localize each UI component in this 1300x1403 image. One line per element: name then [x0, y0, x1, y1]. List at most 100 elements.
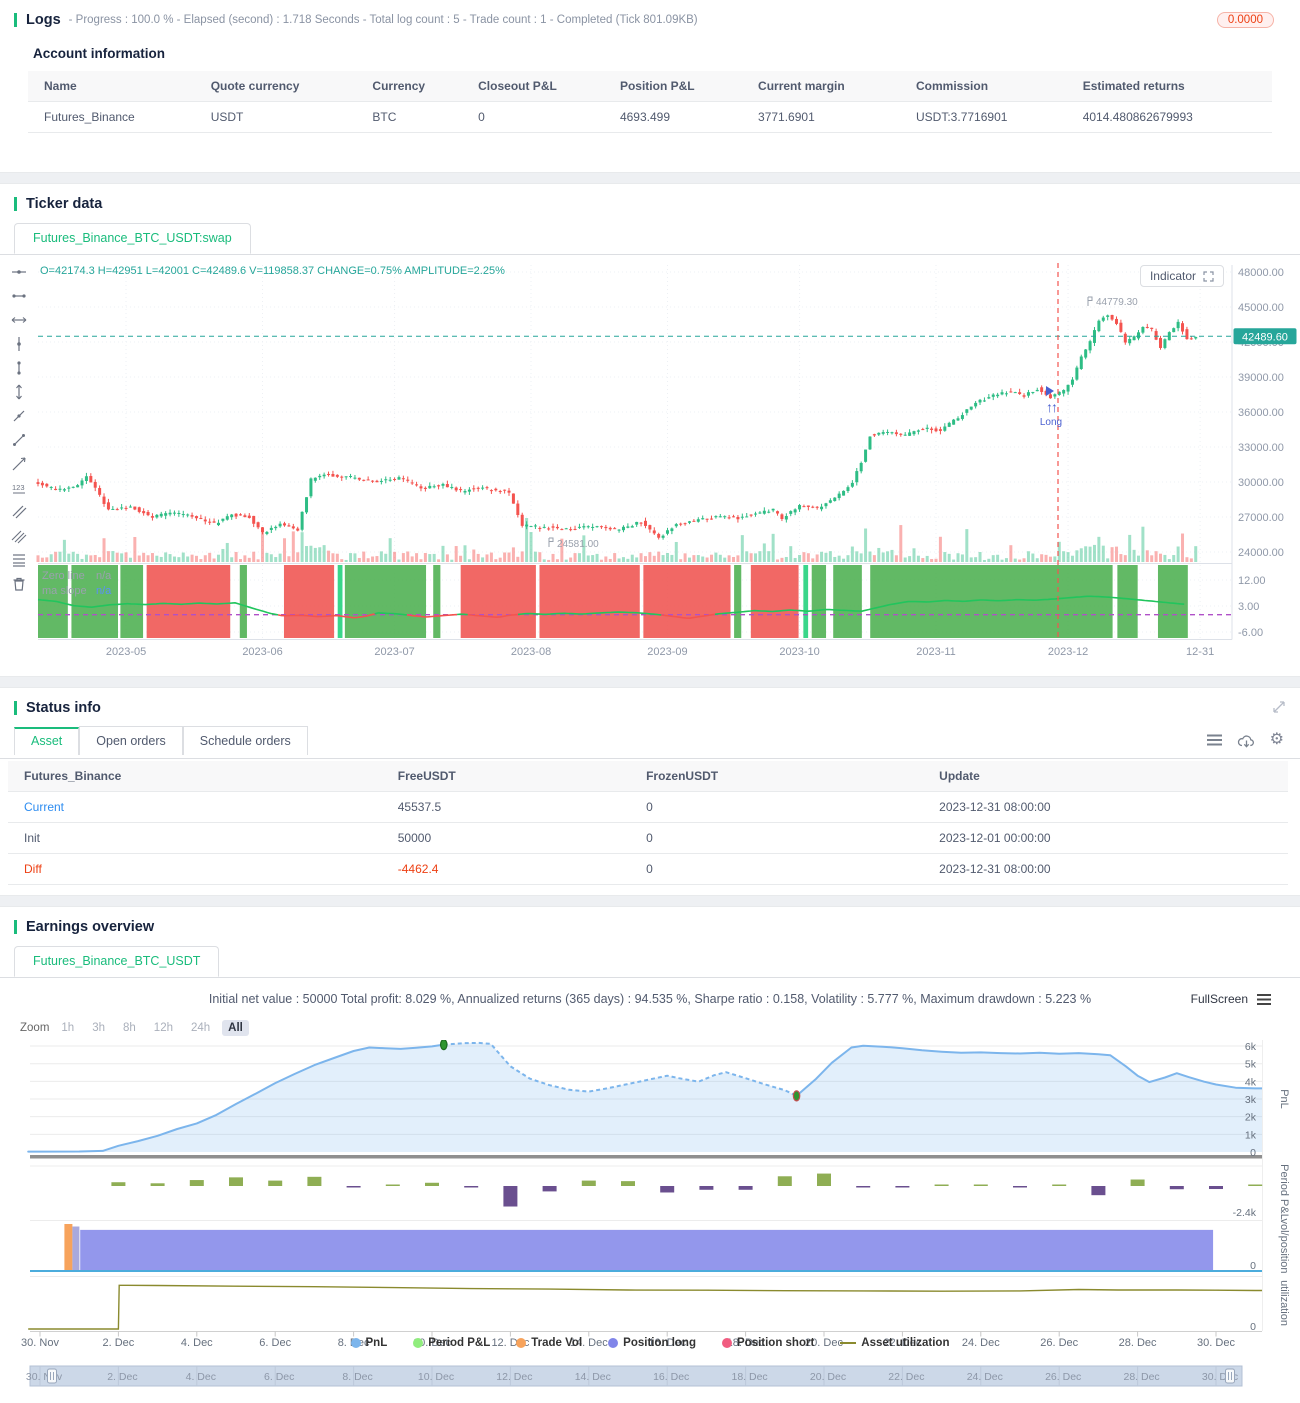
- cloud-download-icon[interactable]: [1237, 733, 1256, 748]
- table-row[interactable]: Current 45537.5 0 2023-12-31 08:00:00: [8, 791, 1288, 823]
- svg-text:28. Dec: 28. Dec: [1124, 1371, 1160, 1383]
- ohlc-readout: O=42174.3 H=42951 L=42001 C=42489.6 V=11…: [40, 265, 505, 277]
- trend-segment-tool-icon[interactable]: [10, 431, 28, 449]
- zoom-option-12h[interactable]: 12h: [153, 1022, 173, 1034]
- ticker-header: Ticker data: [14, 184, 1300, 212]
- earnings-chart-svg[interactable]: 30. Nov 2. Dec 4. Dec 6. Dec 8. Dec 10. Dec 12…: [0, 1039, 1300, 1392]
- table-row[interactable]: Diff -4462.4 0 2023-12-31 08:00:00: [8, 853, 1288, 885]
- earnings-symbol-tab[interactable]: Futures_Binance_BTC_USDT: [14, 946, 220, 977]
- section-divider: [0, 172, 1300, 184]
- status-tabstrip: Asset Open orders Schedule orders ⚙: [0, 726, 1300, 759]
- navigator-right-handle[interactable]: [1225, 1368, 1235, 1384]
- status-tab-asset[interactable]: Asset: [14, 727, 80, 755]
- zoom-controls: Zoom 1h 3h 8h 12h 24h All: [20, 1018, 1300, 1038]
- column-header: Futures_Binance: [8, 761, 382, 792]
- candlestick-chart-svg[interactable]: 2023-05 2023-06 2023-07 2023-08 2023-09 2023-…: [0, 257, 1300, 669]
- svg-text:0: 0: [1250, 1260, 1256, 1272]
- channel-lines-tool-icon[interactable]: [10, 527, 28, 545]
- table-row[interactable]: Init 50000 0 2023-12-01 00:00:00: [8, 822, 1288, 854]
- candlestick-chart-area[interactable]: O=42174.3 H=42951 L=42001 C=42489.6 V=11…: [0, 257, 1300, 669]
- column-header: FreeUSDT: [381, 761, 631, 792]
- menu-icon[interactable]: [1206, 733, 1223, 747]
- table-cell: 0: [630, 853, 924, 885]
- logs-section: Logs - Progress : 100.0 % - Elapsed (sec…: [0, 0, 1300, 172]
- pnl-trough-marker[interactable]: [792, 1090, 801, 1102]
- svg-text:12-31: 12-31: [1186, 646, 1214, 658]
- svg-text:ma slope: ma slope: [42, 585, 87, 597]
- section-accent-bar: [14, 701, 17, 715]
- fibonacci-tool-icon[interactable]: [10, 551, 28, 569]
- svg-text:20. Dec: 20. Dec: [805, 1337, 843, 1349]
- navigator-left-handle[interactable]: [47, 1368, 57, 1384]
- vertical-ray-tool-icon[interactable]: [10, 335, 28, 353]
- table-cell: 45537.5: [381, 791, 631, 823]
- indicator-button[interactable]: Indicator: [1139, 265, 1224, 287]
- svg-text:14. Dec: 14. Dec: [570, 1337, 608, 1349]
- section-divider: [0, 676, 1300, 688]
- svg-text:1k: 1k: [1245, 1129, 1257, 1141]
- status-tab-open-orders[interactable]: Open orders: [79, 726, 183, 755]
- svg-text:18. Dec: 18. Dec: [727, 1337, 765, 1349]
- table-cell: USDT: [194, 101, 357, 133]
- table-row[interactable]: Futures_Binance USDT BTC 0 4693.499 3771.6901…: [28, 101, 1272, 133]
- svg-text:26. Dec: 26. Dec: [1045, 1371, 1081, 1383]
- column-header: Position P&L: [603, 71, 743, 102]
- svg-text:2023-08: 2023-08: [511, 646, 551, 658]
- earnings-chart-area[interactable]: 30. Nov 2. Dec 4. Dec 6. Dec 8. Dec 10. Dec 12…: [0, 1039, 1300, 1392]
- svg-text:36000.00: 36000.00: [1238, 407, 1284, 419]
- zoom-option-24h[interactable]: 24h: [190, 1022, 211, 1034]
- chart-menu-icon[interactable]: [1256, 993, 1272, 1006]
- svg-text:12.00: 12.00: [1238, 575, 1266, 587]
- price-label-tool-icon[interactable]: 123: [10, 479, 28, 497]
- vertical-extended-line-tool-icon[interactable]: [10, 383, 28, 401]
- zoom-option-1h[interactable]: 1h: [61, 1022, 75, 1034]
- svg-text:6. Dec: 6. Dec: [264, 1371, 294, 1383]
- zoom-label: Zoom: [20, 1022, 50, 1034]
- status-tab-schedule-orders[interactable]: Schedule orders: [182, 726, 308, 755]
- vertical-segment-tool-icon[interactable]: [10, 359, 28, 377]
- svg-text:22. Dec: 22. Dec: [883, 1337, 921, 1349]
- svg-text:24000.00: 24000.00: [1238, 547, 1284, 559]
- ticker-symbol-tab[interactable]: Futures_Binance_BTC_USDT:swap: [14, 223, 251, 254]
- chart-navigator[interactable]: [29, 1365, 1243, 1387]
- horizontal-segment-tool-icon[interactable]: [10, 287, 28, 305]
- trend-ray-tool-icon[interactable]: [10, 407, 28, 425]
- svg-text:↑↑: ↑↑: [1046, 399, 1057, 415]
- table-cell: Init: [8, 822, 382, 854]
- svg-text:Period P&L: Period P&L: [1278, 1164, 1290, 1220]
- trend-extended-line-tool-icon[interactable]: [10, 455, 28, 473]
- parallel-lines-tool-icon[interactable]: [10, 503, 28, 521]
- svg-text:14. Dec: 14. Dec: [575, 1371, 611, 1383]
- column-header: Currency: [356, 71, 463, 102]
- fullscreen-button[interactable]: FullScreen: [1191, 992, 1272, 1006]
- pnl-peak-marker[interactable]: [439, 1039, 448, 1051]
- column-header: Commission: [900, 71, 1067, 102]
- zoom-option-8h[interactable]: 8h: [123, 1022, 136, 1034]
- log-counter-badge[interactable]: 0.0000: [1216, 12, 1274, 28]
- svg-text:45000.00: 45000.00: [1238, 302, 1284, 314]
- earnings-header: Earnings overview: [14, 907, 1300, 935]
- svg-text:27000.00: 27000.00: [1238, 512, 1284, 524]
- status-toolbar: ⚙: [1206, 732, 1284, 748]
- svg-text:2023-12: 2023-12: [1048, 646, 1088, 658]
- settings-gear-icon[interactable]: ⚙: [1269, 731, 1284, 748]
- svg-text:2023-10: 2023-10: [779, 646, 819, 658]
- fullscreen-expand-icon[interactable]: [1272, 700, 1286, 714]
- table-cell: 50000: [381, 822, 631, 854]
- earnings-stats: Initial net value : 50000 Total profit: …: [208, 992, 1092, 1006]
- horizontal-ray-tool-icon[interactable]: [10, 263, 28, 281]
- account-info-heading: Account information: [33, 46, 165, 61]
- zoom-option-all[interactable]: All: [222, 1020, 249, 1036]
- svg-text:42489.60: 42489.60: [1242, 331, 1288, 343]
- delete-drawings-icon[interactable]: [10, 575, 28, 593]
- section-divider: [0, 895, 1300, 907]
- svg-text:Zero line: Zero line: [42, 570, 85, 582]
- zoom-option-3h[interactable]: 3h: [92, 1022, 105, 1034]
- table-cell: 4693.499: [603, 101, 743, 133]
- svg-text:2023-07: 2023-07: [374, 646, 414, 658]
- table-cell: USDT:3.7716901: [900, 101, 1067, 133]
- svg-text:123: 123: [12, 483, 25, 492]
- svg-text:PnL: PnL: [1278, 1089, 1290, 1109]
- svg-text:4. Dec: 4. Dec: [186, 1371, 216, 1383]
- horizontal-extended-line-tool-icon[interactable]: [10, 311, 28, 329]
